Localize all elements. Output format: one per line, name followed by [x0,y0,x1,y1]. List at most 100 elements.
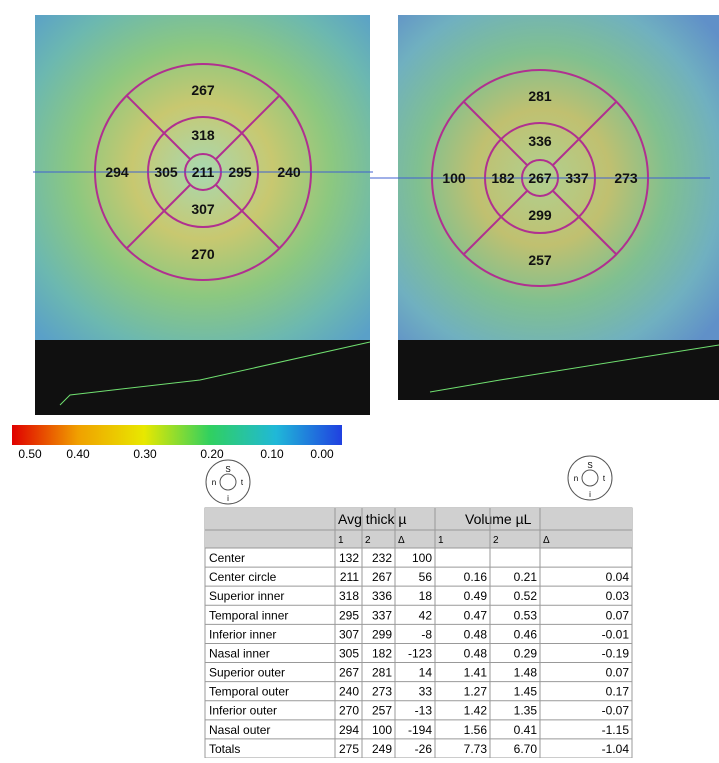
cell: 0.04 [606,570,630,584]
scale-label: 0.20 [200,447,224,461]
cell: 0.48 [464,627,488,641]
cell: 240 [339,685,359,699]
cell: 182 [372,646,392,660]
scale-label: 0.40 [66,447,90,461]
cell: 232 [372,551,392,565]
cell: 0.48 [464,646,488,660]
color-scale [12,425,342,445]
cell: 0.07 [606,608,630,622]
table-header-bg [205,508,632,548]
cell: 305 [339,646,359,660]
scale-label: 0.30 [133,447,157,461]
group-header: Avg thick µ [338,511,407,527]
cell: 0.03 [606,589,630,603]
sector-value: 211 [192,164,215,180]
cell: 249 [372,742,392,756]
key-letter: S [587,461,592,470]
cell: 273 [372,685,392,699]
group-header: Volume µL [465,511,532,527]
cell: 6.70 [514,742,538,756]
cell: 0.52 [514,589,538,603]
sector-value: 281 [528,88,552,104]
cell: 0.47 [464,608,488,622]
sector-value: 100 [442,170,466,186]
cell: 100 [412,551,432,565]
cell: -13 [415,704,433,718]
scale-label: 0.00 [310,447,334,461]
sub-header: 2 [493,535,499,546]
cell: 267 [339,666,359,680]
row-label: Center circle [209,570,277,584]
cell: 0.17 [606,685,630,699]
sector-value: 305 [154,164,178,180]
sector-value: 240 [277,164,301,180]
scale-label: 0.50 [18,447,42,461]
cell: 0.46 [514,627,538,641]
cell: 0.07 [606,666,630,680]
cell: 1.48 [514,666,538,680]
cell: -8 [421,627,432,641]
row-label: Nasal inner [209,646,270,660]
cell: 1.42 [464,704,488,718]
cell: 33 [419,685,433,699]
cell: 337 [372,608,392,622]
row-label: Inferior inner [209,627,276,641]
row-label: Totals [209,742,240,756]
cell: 211 [340,570,359,584]
sector-value: 295 [228,164,252,180]
sector-value: 257 [528,252,552,268]
cell: -1.15 [602,723,630,737]
sector-value: 336 [528,133,552,149]
cell: 267 [372,570,392,584]
cell: -1.04 [602,742,630,756]
key-letter: S [225,465,230,474]
cell: 0.21 [514,570,538,584]
cell: 18 [419,589,433,603]
cell: -123 [408,646,432,660]
row-label: Superior inner [209,589,284,603]
sector-value: 337 [565,170,589,186]
cell: 275 [339,742,359,756]
cell: 299 [372,627,392,641]
cell: 1.41 [464,666,488,680]
cell: 1.45 [514,685,538,699]
cell: 0.53 [514,608,538,622]
cell: -0.07 [602,704,630,718]
cell: 270 [339,704,359,718]
sector-value: 307 [191,201,215,217]
cell: 281 [372,666,392,680]
key-letter: n [574,474,578,483]
cell: 336 [372,589,392,603]
cell: 56 [419,570,433,584]
cell: 0.16 [464,570,488,584]
cell: -194 [408,723,432,737]
cell: 132 [339,551,359,565]
cell: 294 [339,723,359,737]
cell: 318 [339,589,359,603]
cell: -26 [415,742,433,756]
sub-header: 1 [338,535,344,546]
scale-label: 0.10 [260,447,284,461]
row-label: Nasal outer [209,723,270,737]
sub-header: Δ [398,535,405,546]
cell: 295 [339,608,359,622]
cell: 307 [339,627,359,641]
cell: 42 [419,608,433,622]
sector-value: 267 [528,170,552,186]
cell: -0.19 [602,646,630,660]
sub-header: 1 [438,535,444,546]
cell: 1.35 [514,704,538,718]
cell: -0.01 [602,627,630,641]
cell: 0.29 [514,646,538,660]
cell: 257 [372,704,392,718]
cell: 0.41 [514,723,538,737]
cell: 100 [372,723,392,737]
row-label: Inferior outer [209,704,277,718]
oct-scan-left [35,340,370,415]
sector-value: 267 [191,82,215,98]
oct-scan-right [398,340,719,400]
sector-value: 182 [491,170,515,186]
sector-value: 273 [614,170,638,186]
sub-header: Δ [543,535,550,546]
sector-value: 294 [105,164,129,180]
